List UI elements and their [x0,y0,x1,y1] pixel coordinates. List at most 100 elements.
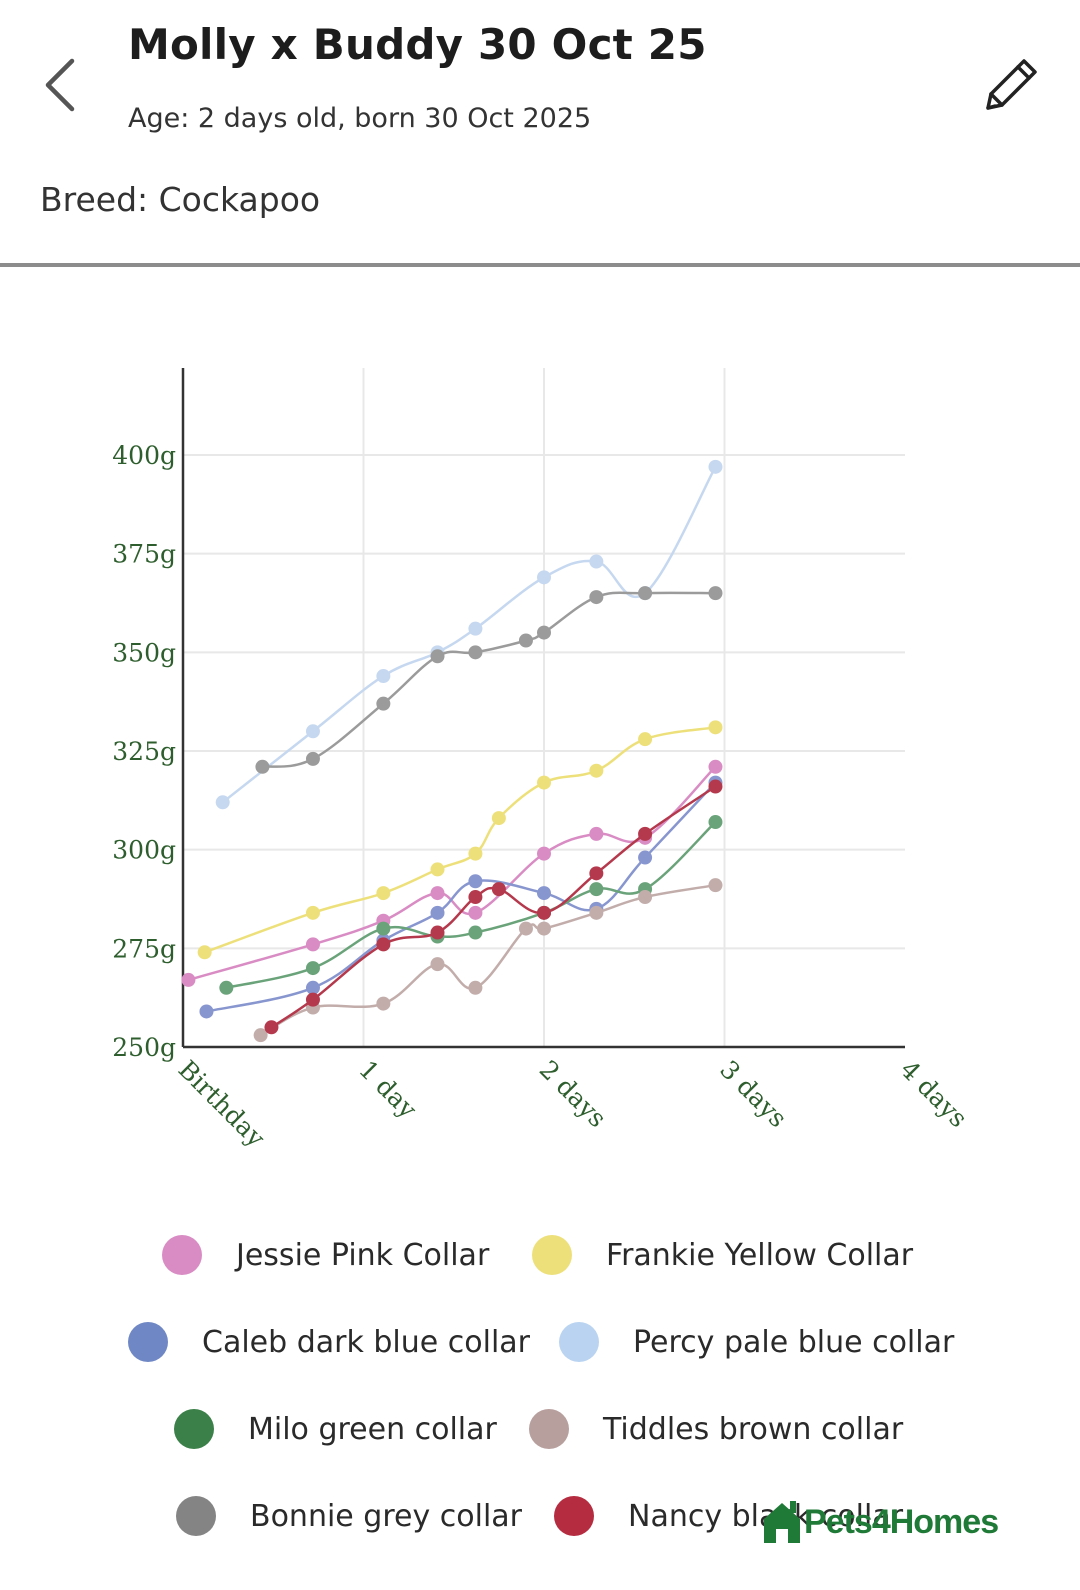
breed-text: Breed: Cockapoo [40,180,321,219]
y-tick-label: 250g [112,1033,176,1062]
data-point [305,905,320,920]
data-point [708,815,723,830]
data-point [264,1020,279,1035]
data-point [708,878,723,893]
data-point [430,886,445,901]
header-divider [0,263,1080,267]
y-tick-label: 275g [112,934,176,963]
data-point [305,992,320,1007]
data-point [589,882,604,897]
y-tick-label: 300g [112,836,176,865]
x-tick-label: 1 day [353,1055,423,1125]
data-point [430,862,445,877]
series-nancy [264,779,723,1035]
edit-button[interactable] [980,52,1044,116]
data-point [305,980,320,995]
house-logo-icon [764,1501,800,1543]
data-point [589,590,604,605]
data-point [376,937,391,952]
legend-label: Tiddles brown collar [603,1411,904,1447]
legend-item-jessie[interactable]: Jessie Pink Collar [162,1230,489,1280]
legend-label: Milo green collar [248,1411,497,1447]
data-point [638,826,653,841]
chevron-left-icon [45,58,75,112]
data-point [197,945,212,960]
legend-swatch [162,1235,202,1275]
x-tick-label: 2 days [534,1055,612,1133]
data-point [537,625,551,640]
data-point [305,961,320,976]
data-point [589,763,604,778]
data-point [537,886,551,901]
data-point [589,554,604,569]
data-point [708,779,723,794]
watermark-text: Pets4Homes [804,1502,999,1541]
data-point [708,586,723,601]
pets4homes-watermark: Pets4Homes [762,1494,999,1550]
legend-item-frankie[interactable]: Frankie Yellow Collar [532,1230,913,1280]
data-point [468,905,483,920]
weight-chart: 250g 275g 300g 325g 350g 375g 400g Birthday 1 da… [0,268,1080,1590]
data-point [376,921,391,936]
weight-chart-svg: 250g 275g 300g 325g 350g 375g 400g Birthday 1 da… [112,368,973,1153]
data-point [468,890,483,905]
y-tick-label: 400g [112,441,176,470]
data-point [376,886,391,901]
data-point [305,724,320,739]
y-tick-label: 350g [112,638,176,667]
data-point [589,826,604,841]
data-point [181,972,196,987]
data-point [589,866,604,881]
series-bonnie [255,586,723,774]
data-point [537,921,551,936]
legend-swatch [176,1496,216,1536]
data-point [537,846,551,861]
data-point [468,874,483,889]
data-point [638,732,653,747]
back-button[interactable] [30,50,90,120]
app-header: Molly x Buddy 30 Oct 25 Age: 2 days old,… [0,0,1080,268]
legend-item-caleb[interactable]: Caleb dark blue collar [128,1317,530,1367]
data-point [199,1004,214,1019]
data-point [468,925,483,940]
data-point [253,1028,268,1043]
legend-item-milo[interactable]: Milo green collar [174,1404,497,1454]
data-point [215,795,230,810]
chart-legend: Jessie Pink Collar Frankie Yellow Collar… [0,1200,1080,1590]
x-tick-label: 3 days [714,1055,792,1133]
legend-swatch [174,1409,214,1449]
legend-swatch [559,1322,599,1362]
legend-item-tiddles[interactable]: Tiddles brown collar [529,1404,903,1454]
legend-item-bonnie[interactable]: Bonnie grey collar [176,1491,522,1541]
chart-axes [181,368,905,1049]
chart-series [181,459,723,1043]
page-title: Molly x Buddy 30 Oct 25 [128,20,707,69]
legend-swatch [554,1496,594,1536]
chart-grid [183,368,905,1047]
data-point [518,921,533,936]
data-point [468,846,483,861]
data-point [255,759,270,774]
data-point [537,905,551,920]
legend-item-percy[interactable]: Percy pale blue collar [559,1317,954,1367]
data-point [491,882,506,897]
age-text: Age: 2 days old, born 30 Oct 2025 [128,103,592,134]
data-point [537,570,551,585]
data-point [708,720,723,735]
legend-swatch [128,1322,168,1362]
data-point [537,775,551,790]
legend-swatch [529,1409,569,1449]
series-line [262,591,716,769]
data-point [708,459,723,474]
series-line [260,883,716,1037]
data-point [638,586,653,601]
series-line [226,821,717,990]
data-point [518,633,533,648]
legend-label: Jessie Pink Collar [236,1237,490,1273]
data-point [376,696,391,711]
legend-label: Frankie Yellow Collar [606,1237,914,1273]
x-tick-label: 4 days [895,1055,973,1133]
pencil-icon [986,59,1037,110]
data-point [468,621,483,636]
legend-swatch [532,1235,572,1275]
